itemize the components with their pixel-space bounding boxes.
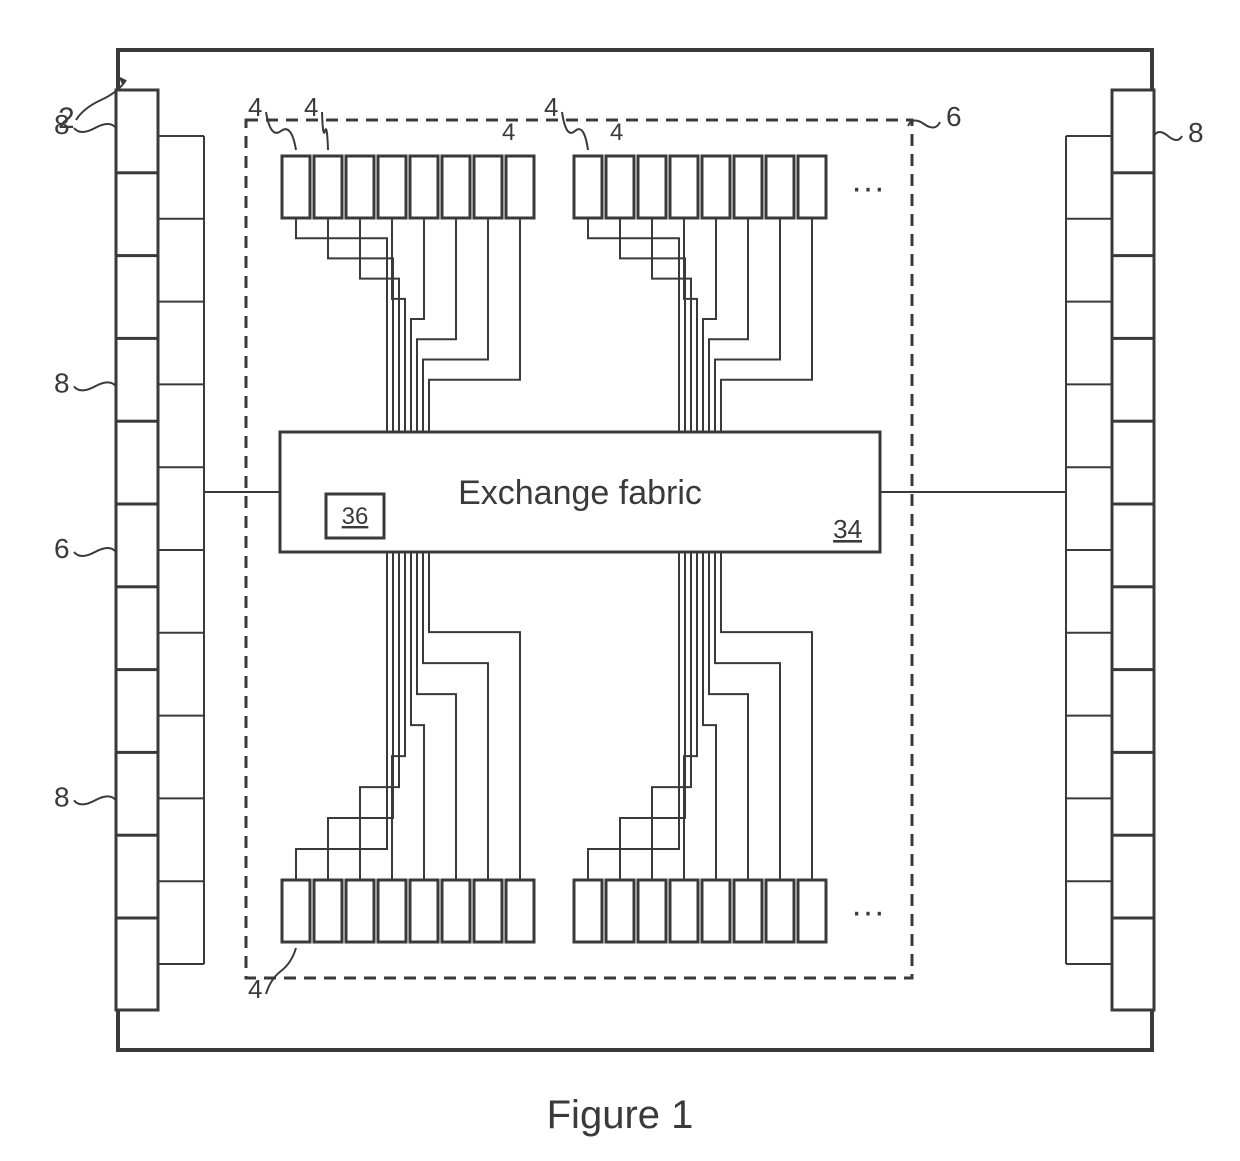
chip-link-box (1112, 835, 1154, 927)
tile-box (378, 880, 406, 942)
tile-box (314, 156, 342, 218)
tile-box (410, 156, 438, 218)
tile-box (606, 880, 634, 942)
chip-link-box (116, 421, 158, 513)
chip-link-box (1112, 504, 1154, 596)
tile-box (378, 156, 406, 218)
tile-box (670, 156, 698, 218)
chip-link-box (116, 173, 158, 265)
ref-4-0: 4 (248, 92, 262, 122)
tile-box (314, 880, 342, 942)
tile-box (798, 156, 826, 218)
tile-box (638, 880, 666, 942)
chip-link-box (116, 670, 158, 762)
chip-link-box (116, 90, 158, 182)
tile-box (506, 880, 534, 942)
ref-left-3: 8 (54, 781, 70, 812)
ref-4-inner-a: 4 (502, 119, 515, 146)
tile-box (766, 156, 794, 218)
ref-4-2: 4 (544, 92, 558, 122)
ref-left-2: 6 (54, 533, 70, 564)
tile-box (638, 156, 666, 218)
ref-left-1: 8 (54, 367, 70, 398)
ref-left-0: 8 (54, 109, 70, 140)
tile-box (442, 880, 470, 942)
ref-4-inner-b: 4 (610, 119, 623, 146)
chip-link-box (116, 587, 158, 679)
ellipsis-top: ··· (851, 169, 885, 207)
chip-link-box (1112, 256, 1154, 348)
ref-4-3: 4 (248, 974, 262, 1004)
tile-box (670, 880, 698, 942)
ref-right-8: 8 (1188, 117, 1204, 148)
chip-link-box (116, 338, 158, 430)
tile-box (766, 880, 794, 942)
chip-link-box (1112, 173, 1154, 265)
figure-caption: Figure 1 (547, 1093, 694, 1137)
tile-box (798, 880, 826, 942)
tile-box (606, 156, 634, 218)
tile-box (474, 156, 502, 218)
chip-link-box (1112, 752, 1154, 844)
tile-box (346, 156, 374, 218)
ellipsis-bottom: ··· (851, 893, 885, 931)
chip-link-box (116, 256, 158, 348)
tile-box (282, 156, 310, 218)
chip-link-box (1112, 918, 1154, 1010)
exchange-fabric-label: Exchange fabric (458, 474, 702, 512)
tile-box (574, 156, 602, 218)
chip-link-box (1112, 338, 1154, 430)
chip-link-box (1112, 587, 1154, 679)
tile-box (410, 880, 438, 942)
tile-box (282, 880, 310, 942)
tile-box (346, 880, 374, 942)
chip-link-box (1112, 421, 1154, 513)
chip-link-box (116, 835, 158, 927)
chip-link-box (1112, 670, 1154, 762)
ref-4-1: 4 (304, 92, 318, 122)
tile-box (442, 156, 470, 218)
exchange-ref-34: 34 (833, 514, 862, 544)
tile-box (734, 156, 762, 218)
tile-box (702, 156, 730, 218)
chip-link-box (116, 504, 158, 596)
tile-box (702, 880, 730, 942)
tile-box (734, 880, 762, 942)
tile-box (506, 156, 534, 218)
tile-box (574, 880, 602, 942)
chip-link-box (116, 752, 158, 844)
tile-box (474, 880, 502, 942)
ref-6-dashed: 6 (946, 101, 962, 132)
exchange-sub-ref-36: 36 (342, 503, 369, 530)
chip-link-box (116, 918, 158, 1010)
chip-link-box (1112, 90, 1154, 182)
